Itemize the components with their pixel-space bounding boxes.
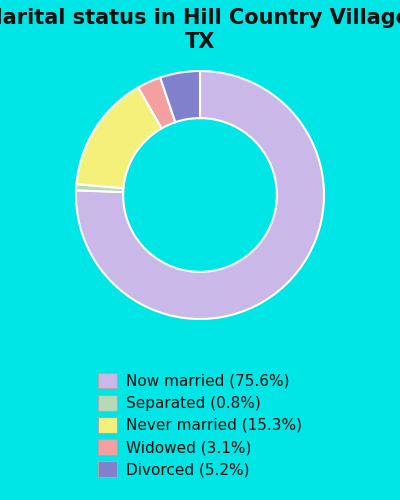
- Wedge shape: [138, 78, 175, 128]
- Text: Marital status in Hill Country Village,
TX: Marital status in Hill Country Village, …: [0, 8, 400, 52]
- Legend: Now married (75.6%), Separated (0.8%), Never married (15.3%), Widowed (3.1%), Di: Now married (75.6%), Separated (0.8%), N…: [91, 365, 309, 485]
- Wedge shape: [76, 88, 162, 188]
- Wedge shape: [76, 184, 124, 192]
- Wedge shape: [76, 71, 324, 319]
- Wedge shape: [160, 71, 200, 122]
